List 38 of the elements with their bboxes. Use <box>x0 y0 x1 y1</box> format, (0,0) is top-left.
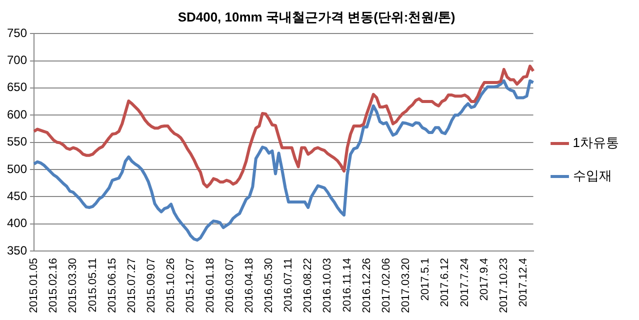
x-tick-label: 2015.12.07 <box>184 258 197 314</box>
x-tick-label: 2015.09.07 <box>146 258 158 314</box>
chart-title: SD400, 10mm 국내철근가격 변동(단위:천원/톤) <box>178 9 456 24</box>
x-tick-label: 2017.9.4 <box>478 258 490 301</box>
x-tick-label: 2016.05.30 <box>262 258 275 314</box>
x-tick-label: 2016.04.18 <box>243 258 256 314</box>
x-tick-label: 2015.05.11 <box>86 258 99 312</box>
x-tick-label: 2017.7.24 <box>458 258 471 307</box>
legend-label: 1차유통 <box>572 135 620 150</box>
x-tick-label: 2015.06.15 <box>106 258 118 314</box>
x-tick-label: 2015.07.27 <box>126 258 138 314</box>
x-tick-label: 2017.6.12 <box>439 258 452 307</box>
x-tick-label: 2017.03.20 <box>400 258 412 314</box>
x-tick-label: 2016.01.18 <box>204 258 216 314</box>
y-tick-label: 450 <box>6 188 28 203</box>
x-tick-label: 2017.10.23 <box>498 258 510 314</box>
x-tick-label: 2016.10.03 <box>322 258 334 314</box>
x-tick-label: 2016.08.22 <box>302 258 314 314</box>
y-tick-label: 600 <box>6 107 28 122</box>
x-tick-label: 2016.11.14 <box>341 258 354 312</box>
y-tick-label: 750 <box>6 26 28 40</box>
x-tick-label: 2017.12.4 <box>518 258 530 307</box>
x-tick-label: 2015.10.26 <box>165 258 178 314</box>
x-tick-label: 2015.01.05 <box>28 258 40 314</box>
y-tick-label: 700 <box>6 53 28 68</box>
y-tick-label: 550 <box>6 134 28 149</box>
y-tick-label: 350 <box>6 243 28 258</box>
x-tick-label: 2016.12.26 <box>360 258 373 314</box>
x-tick-label: 2017.02.06 <box>380 258 392 314</box>
y-tick-label: 400 <box>6 216 28 230</box>
x-tick-label: 2015.02.16 <box>48 258 60 314</box>
x-tick-label: 2016.07.11 <box>282 258 295 312</box>
y-tick-label: 650 <box>6 80 28 94</box>
legend-label: 수입재 <box>572 168 612 184</box>
y-tick-label: 500 <box>6 162 28 176</box>
x-tick-label: 2015.03.30 <box>67 258 80 314</box>
x-tick-label: 2017.5.1 <box>420 258 432 301</box>
x-tick-label: 2016.03.07 <box>224 258 236 314</box>
